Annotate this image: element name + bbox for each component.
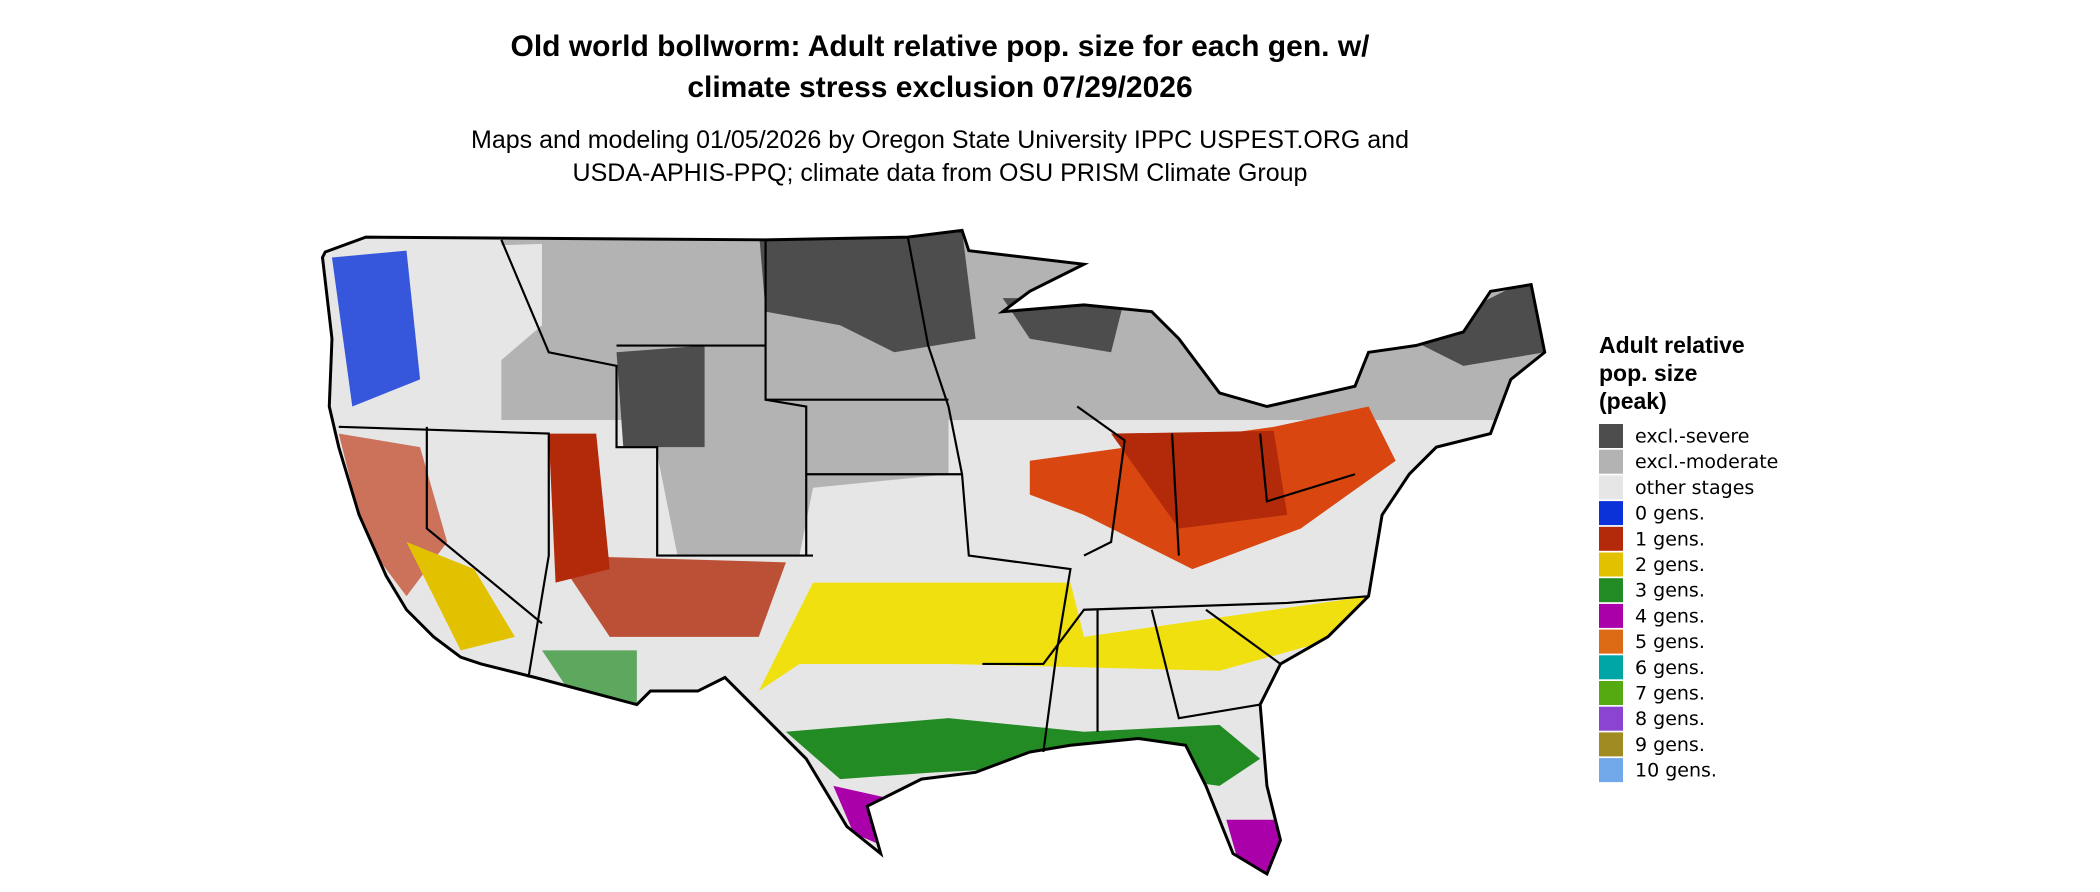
legend-label: excl.-severe: [1635, 426, 1750, 448]
legend-swatch: [1599, 758, 1623, 783]
legend-label: 6 gens.: [1635, 657, 1705, 679]
legend-label: 5 gens.: [1635, 631, 1705, 653]
legend-label: 8 gens.: [1635, 708, 1705, 730]
legend-title: pop. size: [1599, 360, 1697, 386]
legend-swatch: [1599, 424, 1623, 448]
legend-swatch: [1599, 552, 1623, 577]
legend-swatch: [1599, 629, 1623, 654]
legend-label: other stages: [1635, 477, 1754, 499]
legend-label: 2 gens.: [1635, 554, 1705, 576]
legend-label: 1 gens.: [1635, 528, 1705, 550]
subtitle-line: Maps and modeling 01/05/2026 by Oregon S…: [471, 126, 1409, 154]
legend-swatch: [1599, 655, 1623, 680]
legend-label: 10 gens.: [1635, 760, 1717, 782]
legend-swatch: [1599, 706, 1623, 731]
legend-swatch: [1599, 501, 1623, 526]
legend-label: excl.-moderate: [1635, 451, 1778, 473]
legend-swatch: [1599, 449, 1623, 474]
title-line: Old world bollworm: Adult relative pop. …: [511, 30, 1371, 63]
legend-label: 4 gens.: [1635, 605, 1705, 627]
legend-swatch: [1599, 475, 1623, 500]
title-line: climate stress exclusion 07/29/2026: [687, 71, 1192, 104]
us-map: [320, 228, 1547, 877]
legend-swatch: [1599, 603, 1623, 628]
legend-label: 3 gens.: [1635, 580, 1705, 602]
subtitle-line: USDA-APHIS-PPQ; climate data from OSU PR…: [573, 159, 1308, 187]
legend-swatch: [1599, 732, 1623, 757]
legend-swatch: [1599, 526, 1623, 551]
legend-label: 7 gens.: [1635, 683, 1705, 705]
legend-title: Adult relative: [1599, 332, 1745, 358]
legend-title: (peak): [1599, 388, 1667, 414]
legend-swatch: [1599, 578, 1623, 603]
legend-swatch: [1599, 681, 1623, 705]
legend-label: 9 gens.: [1635, 734, 1705, 756]
legend-label: 0 gens.: [1635, 503, 1705, 525]
